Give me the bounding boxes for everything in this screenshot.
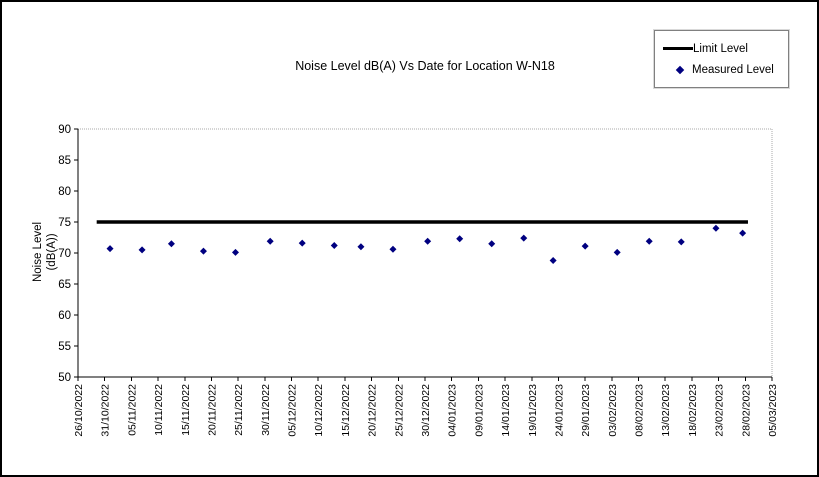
measured-level-point bbox=[677, 238, 685, 246]
measured-level-point bbox=[330, 242, 338, 250]
y-tick-label: 50 bbox=[58, 372, 71, 384]
legend: Limit Level Measured Level bbox=[654, 30, 789, 88]
x-tick-label: 05/12/2022 bbox=[287, 384, 299, 437]
x-tick-label: 14/01/2023 bbox=[500, 384, 512, 437]
x-tick-label: 26/10/2022 bbox=[73, 384, 85, 437]
measured-level-point bbox=[488, 240, 496, 248]
y-tick-label: 60 bbox=[58, 310, 71, 322]
measured-level-point bbox=[138, 246, 146, 254]
legend-item-measured-level: Measured Level bbox=[655, 64, 788, 76]
y-tick-label: 85 bbox=[58, 155, 71, 167]
x-tick-label: 05/11/2022 bbox=[126, 384, 138, 436]
measured-level-point bbox=[389, 245, 397, 253]
x-tick-label: 09/01/2023 bbox=[473, 384, 485, 437]
x-tick-label: 03/02/2023 bbox=[607, 384, 619, 437]
x-tick-label: 20/11/2022 bbox=[206, 384, 218, 436]
y-tick-label: 75 bbox=[58, 217, 71, 229]
y-tick-label: 70 bbox=[58, 248, 71, 260]
limit-line-swatch-icon bbox=[663, 47, 693, 50]
x-tick-label: 25/11/2022 bbox=[233, 384, 245, 436]
x-tick-label: 24/01/2023 bbox=[553, 384, 565, 437]
legend-label-measured: Measured Level bbox=[692, 63, 774, 76]
measured-level-point bbox=[549, 256, 557, 264]
x-tick-label: 30/12/2022 bbox=[420, 384, 432, 437]
x-tick-label: 13/02/2023 bbox=[660, 384, 672, 437]
y-tick-label: 65 bbox=[58, 279, 71, 291]
measured-level-point bbox=[520, 234, 528, 242]
measured-level-point bbox=[613, 248, 621, 256]
x-tick-label: 15/11/2022 bbox=[180, 384, 192, 436]
measured-level-point bbox=[266, 237, 274, 245]
legend-label-limit: Limit Level bbox=[693, 42, 748, 55]
x-tick-label: 19/01/2023 bbox=[527, 384, 539, 437]
x-tick-label: 25/12/2022 bbox=[393, 384, 405, 437]
x-tick-label: 10/12/2022 bbox=[313, 384, 325, 437]
measured-level-point bbox=[739, 229, 747, 237]
measured-level-point bbox=[456, 235, 464, 243]
x-tick-label: 08/02/2023 bbox=[634, 384, 646, 437]
x-tick-label: 10/11/2022 bbox=[153, 384, 165, 436]
x-tick-label: 31/10/2022 bbox=[100, 384, 112, 437]
x-tick-label: 05/03/2023 bbox=[767, 384, 779, 437]
measured-level-point bbox=[645, 237, 653, 245]
measured-level-point bbox=[424, 237, 432, 245]
x-tick-label: 15/12/2022 bbox=[340, 384, 352, 437]
chart-title: Noise Level dB(A) Vs Date for Location W… bbox=[295, 59, 555, 73]
legend-item-limit-level: Limit Level bbox=[655, 43, 788, 55]
measured-level-point bbox=[199, 247, 207, 255]
y-tick-label: 90 bbox=[58, 124, 71, 136]
x-tick-label: 29/01/2023 bbox=[580, 384, 592, 437]
x-tick-label: 28/02/2023 bbox=[740, 384, 752, 437]
measured-level-point bbox=[581, 242, 589, 250]
x-tick-label: 18/02/2023 bbox=[687, 384, 699, 437]
measured-level-point bbox=[167, 240, 175, 248]
x-tick-label: 20/12/2022 bbox=[367, 384, 379, 437]
x-tick-label: 23/02/2023 bbox=[714, 384, 726, 437]
x-tick-label: 04/01/2023 bbox=[447, 384, 459, 437]
y-tick-label: 80 bbox=[58, 186, 71, 198]
y-tick-label: 55 bbox=[58, 341, 71, 353]
x-tick-label: 30/11/2022 bbox=[260, 384, 272, 436]
measured-level-point bbox=[357, 243, 365, 251]
measured-level-point bbox=[712, 224, 720, 232]
measured-level-point bbox=[298, 239, 306, 247]
measured-level-point bbox=[231, 248, 239, 256]
measured-level-point bbox=[106, 245, 114, 253]
